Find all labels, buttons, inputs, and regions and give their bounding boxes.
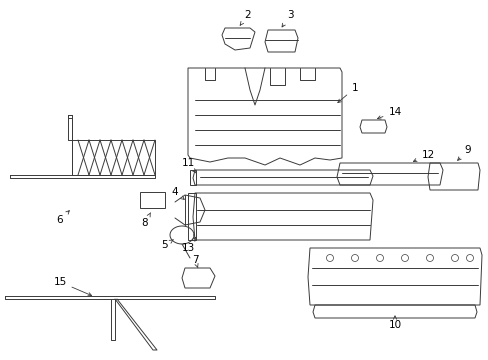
Text: 3: 3 [282,10,293,27]
Text: 4: 4 [171,187,184,199]
Text: 14: 14 [377,107,401,119]
Text: 8: 8 [142,213,150,228]
Text: 15: 15 [53,277,91,296]
Text: 11: 11 [181,158,196,173]
Text: 13: 13 [181,238,195,253]
Text: 10: 10 [387,316,401,330]
Text: 12: 12 [412,150,434,162]
Text: 2: 2 [240,10,251,25]
Text: 1: 1 [337,83,358,103]
Text: 5: 5 [162,240,173,250]
Text: 9: 9 [457,145,470,160]
Text: 6: 6 [57,211,69,225]
Text: 7: 7 [191,255,198,268]
